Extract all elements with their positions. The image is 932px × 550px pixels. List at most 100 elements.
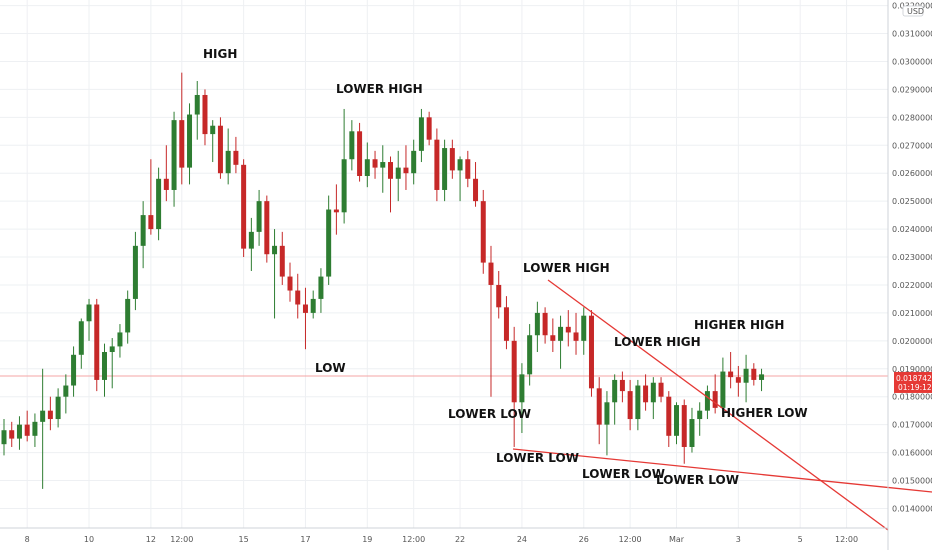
candle-body xyxy=(279,245,285,277)
candle xyxy=(279,231,285,285)
candle xyxy=(751,363,757,386)
candle xyxy=(287,262,293,302)
candle-body xyxy=(194,94,200,115)
candle xyxy=(565,310,571,347)
candle xyxy=(101,343,107,397)
candle xyxy=(86,298,92,341)
candle-body xyxy=(94,304,100,380)
candle xyxy=(473,162,479,207)
candle xyxy=(117,324,123,358)
candle-body xyxy=(295,290,301,305)
candle-body xyxy=(248,231,254,249)
candle xyxy=(534,301,540,352)
candle xyxy=(681,399,687,464)
candle-body xyxy=(179,120,185,168)
candle xyxy=(357,122,363,182)
annotation: LOWER HIGH xyxy=(523,261,610,275)
x-tick-label: 12:00 xyxy=(170,535,193,544)
candle xyxy=(163,145,169,202)
candle xyxy=(527,324,533,386)
candle-body xyxy=(542,312,548,336)
candle xyxy=(16,416,22,450)
y-tick-label: 0.01900000 xyxy=(892,365,932,374)
candle xyxy=(496,270,502,319)
candle-body xyxy=(503,307,509,341)
candle-body xyxy=(735,377,741,383)
candle xyxy=(202,89,208,146)
candle xyxy=(156,167,162,241)
candle-body xyxy=(751,368,757,380)
candle-body xyxy=(480,201,486,263)
x-tick-label: 22 xyxy=(455,535,465,544)
candle-body xyxy=(565,326,571,333)
price-badge-countdown: 01:19:12 xyxy=(898,383,932,392)
y-tick-label: 0.01500000 xyxy=(892,477,932,486)
candle xyxy=(666,391,672,447)
currency-badge[interactable]: USD xyxy=(902,5,924,17)
candle-body xyxy=(689,419,695,447)
candle xyxy=(71,346,77,397)
candle xyxy=(132,231,138,311)
candle-body xyxy=(473,178,479,202)
candle xyxy=(94,298,100,392)
candle xyxy=(596,377,602,445)
candle-body xyxy=(156,178,162,230)
x-tick-label: 12:00 xyxy=(402,535,425,544)
x-tick-label: 15 xyxy=(239,535,249,544)
candle-body xyxy=(372,159,378,168)
y-tick-label: 0.01400000 xyxy=(892,504,932,513)
candle xyxy=(573,312,579,355)
candle-body xyxy=(418,117,424,151)
annotation: LOWER LOW xyxy=(496,451,579,465)
candle-body xyxy=(519,374,525,403)
candle-body xyxy=(210,125,216,135)
candle-body xyxy=(666,396,672,436)
candle-body xyxy=(40,410,46,422)
candle-body xyxy=(47,410,53,420)
candle-body xyxy=(349,131,355,160)
candle-body xyxy=(650,382,656,403)
x-tick-label: 24 xyxy=(517,535,527,544)
candle-body xyxy=(16,424,22,439)
x-tick-label: 12 xyxy=(146,535,156,544)
annotation: LOWER LOW xyxy=(582,467,665,481)
candle xyxy=(488,245,494,397)
x-axis[interactable]: 8 10 12 12:00 15 17 19 12:00 22 24 26 12:00 Mar 3 5 12:… xyxy=(25,535,858,544)
candle xyxy=(604,391,610,456)
candle xyxy=(674,402,680,445)
price-badge: 0.01874257 01:19:12 xyxy=(894,371,932,393)
annotation: LOW xyxy=(315,361,346,375)
candle-body xyxy=(225,150,231,174)
candle-body xyxy=(635,385,641,420)
candle xyxy=(140,201,146,269)
candle-body xyxy=(9,430,15,439)
candle-body xyxy=(140,215,146,246)
candle xyxy=(550,318,556,352)
candle-body xyxy=(457,159,463,171)
candle-body xyxy=(674,405,680,436)
candle xyxy=(712,374,718,414)
y-tick-label: 0.02800000 xyxy=(892,113,932,122)
y-tick-label: 0.02600000 xyxy=(892,169,932,178)
y-axis[interactable]: 0.01400000 0.01500000 0.01600000 0.01700000… xyxy=(892,2,932,514)
candle xyxy=(720,357,726,417)
candle-body xyxy=(759,374,765,380)
candle xyxy=(759,368,765,392)
candle-body xyxy=(588,315,594,389)
candle-body xyxy=(71,354,77,386)
lower-trendline xyxy=(512,448,932,493)
candle xyxy=(627,379,633,431)
candle-body xyxy=(63,385,69,397)
y-tick-label: 0.02400000 xyxy=(892,225,932,234)
candle xyxy=(256,189,262,246)
candle-body xyxy=(117,332,123,347)
candle xyxy=(364,142,370,188)
candles xyxy=(1,72,765,489)
x-tick-label: 8 xyxy=(25,535,30,544)
candle xyxy=(612,374,618,425)
y-tick-label: 0.02200000 xyxy=(892,281,932,290)
candle xyxy=(558,315,564,369)
candle-body xyxy=(434,139,440,190)
